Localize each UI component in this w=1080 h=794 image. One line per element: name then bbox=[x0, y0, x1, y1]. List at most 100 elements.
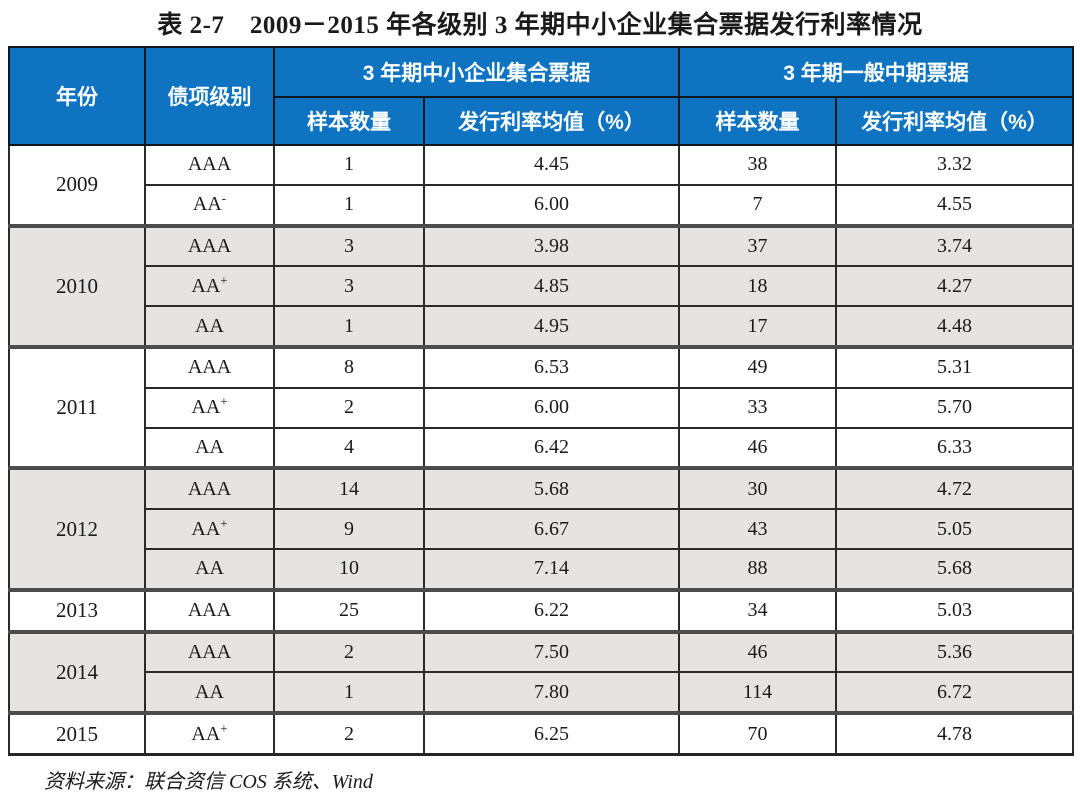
sample-cell: 3 bbox=[273, 223, 425, 268]
sample-cell: 2 bbox=[273, 386, 425, 429]
rate-cell: 6.25 bbox=[422, 711, 681, 756]
rating-label: AA bbox=[191, 517, 221, 540]
rating-label: AAA bbox=[187, 640, 232, 663]
rating-label: AAA bbox=[187, 599, 232, 622]
rating-cell: AA bbox=[144, 426, 275, 470]
rating-label: AAA bbox=[187, 477, 232, 500]
rate-cell: 6.72 bbox=[835, 671, 1075, 715]
sample-cell: 34 bbox=[678, 587, 838, 633]
sample-cell: 25 bbox=[273, 587, 425, 633]
rate-cell: 4.55 bbox=[835, 183, 1075, 227]
rating-label: AA bbox=[191, 722, 221, 745]
sample-cell: 4 bbox=[273, 426, 425, 470]
year-cell: 2012 bbox=[8, 466, 146, 591]
table-row: AA+ 3 4.85 18 4.27 bbox=[9, 265, 1075, 308]
rating-cell: AA+ bbox=[144, 265, 275, 308]
sample-cell: 2 bbox=[273, 711, 425, 756]
sample-cell: 33 bbox=[678, 386, 838, 429]
rate-cell: 5.68 bbox=[835, 547, 1075, 591]
table-row: AA 1 4.95 17 4.48 bbox=[9, 305, 1075, 348]
year-cell: 2010 bbox=[8, 223, 146, 348]
sample-cell: 3 bbox=[273, 265, 425, 308]
sample-cell: 18 bbox=[678, 265, 838, 308]
rate-cell: 4.27 bbox=[835, 265, 1075, 308]
sample-cell: 37 bbox=[678, 223, 838, 268]
rate-cell: 6.42 bbox=[422, 426, 681, 470]
rate-cell: 7.80 bbox=[422, 671, 681, 715]
rating-cell: AA+ bbox=[144, 711, 275, 756]
rating-cell: AA bbox=[144, 671, 275, 715]
rate-cell: 4.72 bbox=[835, 466, 1075, 511]
rate-cell: 5.36 bbox=[835, 629, 1075, 674]
header-group-mtn: 3 年期一般中期票据 bbox=[678, 46, 1075, 98]
data-source-note: 资料来源：联合资信 COS 系统、Wind bbox=[44, 770, 373, 793]
rating-cell: AA bbox=[144, 547, 275, 591]
header-year: 年份 bbox=[8, 46, 146, 146]
rating-cell: AA bbox=[144, 305, 275, 348]
header-rating: 债项级别 bbox=[144, 46, 275, 146]
rate-cell: 6.53 bbox=[422, 344, 681, 389]
sample-cell: 46 bbox=[678, 426, 838, 470]
year-cell: 2013 bbox=[8, 587, 146, 633]
year-cell: 2014 bbox=[8, 629, 146, 715]
sample-cell: 14 bbox=[273, 466, 425, 511]
rate-cell: 4.95 bbox=[422, 305, 681, 348]
sample-cell: 9 bbox=[273, 508, 425, 550]
rating-cell: AAA bbox=[144, 466, 275, 511]
sample-cell: 43 bbox=[678, 508, 838, 550]
sample-cell: 7 bbox=[678, 183, 838, 227]
rate-cell: 6.33 bbox=[835, 426, 1075, 470]
rating-superscript: - bbox=[221, 190, 227, 206]
rating-label: AA bbox=[195, 314, 224, 337]
rate-cell: 4.85 bbox=[422, 265, 681, 308]
rating-cell: AAA bbox=[144, 223, 275, 268]
rating-cell: AA+ bbox=[144, 508, 275, 550]
rating-label: AAA bbox=[187, 356, 232, 379]
year-cell: 2009 bbox=[8, 144, 146, 227]
rating-superscript: + bbox=[220, 719, 228, 735]
rating-cell: AAA bbox=[144, 587, 275, 633]
table-row: 2013 AAA 25 6.22 34 5.03 bbox=[8, 587, 1075, 633]
rate-cell: 4.48 bbox=[835, 305, 1075, 348]
table-row: 2011 AAA 8 6.53 49 5.31 bbox=[8, 344, 1075, 470]
page-title: 表 2-7 2009－2015 年各级别 3 年期中小企业集合票据发行利率情况 bbox=[157, 12, 923, 39]
rating-label: AAA bbox=[187, 153, 232, 176]
rating-label: AA bbox=[191, 274, 221, 297]
sample-cell: 1 bbox=[273, 144, 425, 186]
rate-cell: 3.32 bbox=[835, 144, 1075, 186]
rate-cell: 7.50 bbox=[422, 629, 681, 674]
table-row: AA 4 6.42 46 6.33 bbox=[9, 426, 1075, 470]
rate-cell: 6.00 bbox=[422, 183, 681, 227]
header-sample-count-2: 样本数量 bbox=[678, 96, 838, 146]
header-avg-rate-1: 发行利率均值（%） bbox=[422, 96, 681, 146]
sample-cell: 1 bbox=[273, 183, 425, 227]
header-avg-rate-2: 发行利率均值（%） bbox=[835, 96, 1075, 146]
rate-cell: 7.14 bbox=[422, 547, 681, 591]
rate-cell: 6.22 bbox=[422, 587, 681, 633]
rates-table: 年份 债项级别 3 年期中小企业集合票据 3 年期一般中期票据 样本数量 发行利… bbox=[8, 46, 1075, 756]
sample-cell: 70 bbox=[678, 711, 838, 756]
rate-cell: 5.70 bbox=[835, 386, 1075, 429]
sample-cell: 46 bbox=[678, 629, 838, 674]
header-group-sme-notes: 3 年期中小企业集合票据 bbox=[272, 46, 681, 98]
rating-cell: AAA bbox=[144, 344, 275, 389]
sample-cell: 49 bbox=[678, 344, 838, 389]
year-cell: 2011 bbox=[8, 344, 146, 470]
rating-label: AA bbox=[195, 557, 224, 580]
rate-cell: 3.74 bbox=[835, 223, 1075, 268]
rating-cell: AA+ bbox=[144, 386, 275, 429]
rate-cell: 4.45 bbox=[422, 144, 681, 186]
rating-cell: AAA bbox=[144, 144, 275, 186]
sample-cell: 10 bbox=[273, 547, 425, 591]
table-row: 2009 AAA 1 4.45 38 3.32 bbox=[8, 144, 1075, 227]
sample-cell: 30 bbox=[678, 466, 838, 511]
table-row: AA 1 7.80 114 6.72 bbox=[9, 671, 1075, 715]
sample-cell: 8 bbox=[273, 344, 425, 389]
rating-label: AA bbox=[195, 680, 224, 703]
sample-cell: 88 bbox=[678, 547, 838, 591]
rating-superscript: + bbox=[220, 393, 228, 409]
sample-cell: 38 bbox=[678, 144, 838, 186]
rating-label: AA bbox=[191, 396, 221, 419]
sample-cell: 17 bbox=[678, 305, 838, 348]
table-row: 2010 AAA 3 3.98 37 3.74 bbox=[8, 223, 1075, 348]
